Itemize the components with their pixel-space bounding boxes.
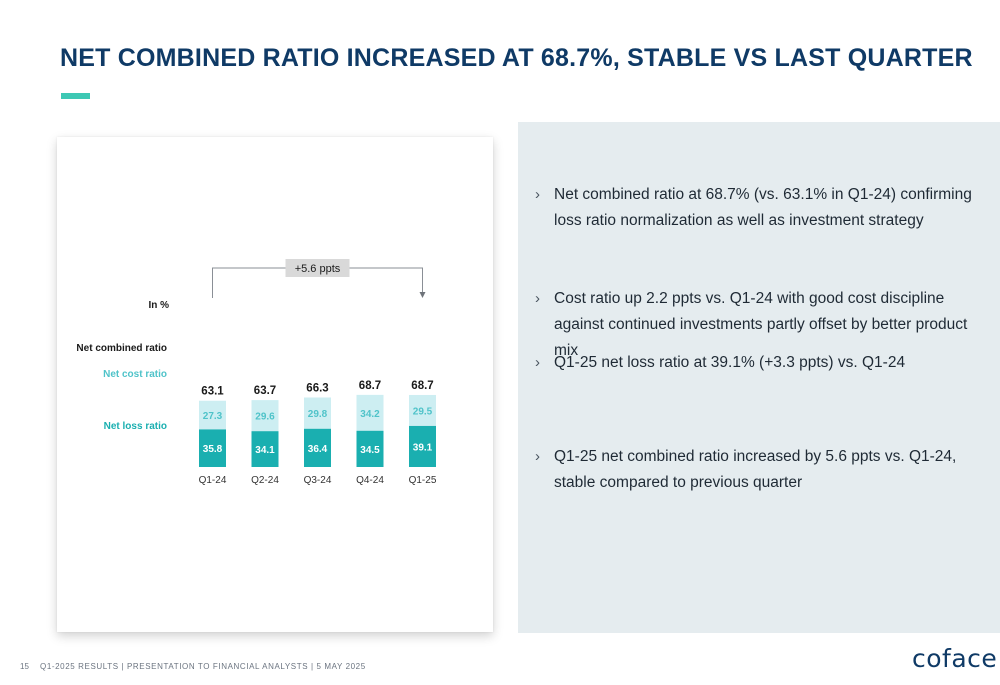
bar-net-loss-ratio	[409, 425, 436, 467]
data-label-loss: 34.5	[360, 445, 380, 456]
x-tick-label: Q3-24	[304, 475, 332, 486]
annotation-arrowhead	[419, 292, 426, 298]
data-label-total: 63.7	[254, 385, 276, 397]
bullet-item: › Cost ratio up 2.2 ppts vs. Q1-24 with …	[535, 286, 984, 364]
bar-net-cost-ratio	[199, 400, 226, 430]
data-label-total: 68.7	[411, 380, 433, 392]
bar-net-cost-ratio	[251, 400, 279, 432]
bullet-text: Net combined ratio at 68.7% (vs. 63.1% i…	[554, 186, 972, 229]
chart-card: 27.3 35.8 63.1 Q1-24 29.6 34.1 63.7 Q2-24 29.8 36…	[57, 137, 493, 632]
bullet-text: Cost ratio up 2.2 ppts vs. Q1-24 with go…	[554, 290, 968, 359]
bar-net-loss-ratio	[251, 431, 279, 467]
footer-text: Q1-2025 RESULTS | PRESENTATION TO FINANC…	[40, 662, 366, 671]
bullet-text: Q1-25 net loss ratio at 39.1% (+3.3 ppts…	[554, 354, 906, 371]
chevron-right-icon: ›	[535, 186, 540, 203]
data-label-cost: 34.2	[360, 409, 380, 420]
data-label-cost: 27.3	[203, 411, 223, 422]
data-label-cost: 29.6	[255, 412, 275, 423]
data-label-loss: 36.4	[308, 444, 328, 455]
data-label-total: 68.7	[359, 380, 381, 392]
chevron-right-icon: ›	[535, 354, 540, 371]
bar-net-loss-ratio	[199, 429, 226, 467]
bullet-item: › Q1-25 net combined ratio increased by …	[535, 444, 984, 496]
data-label-total: 63.1	[201, 386, 224, 398]
unit-label: In %	[148, 300, 169, 311]
bar-net-loss-ratio	[304, 428, 331, 467]
x-tick-label: Q4-24	[356, 475, 384, 486]
title-accent-bar	[61, 93, 90, 99]
bar-net-cost-ratio	[409, 394, 436, 426]
bullet-item: › Net combined ratio at 68.7% (vs. 63.1%…	[535, 182, 984, 234]
chevron-right-icon: ›	[535, 290, 540, 307]
legend-net-cost-ratio: Net cost ratio	[103, 369, 167, 380]
bar-net-cost-ratio	[356, 394, 384, 431]
legend-net-loss-ratio: Net loss ratio	[104, 421, 167, 432]
row-label-net-combined-ratio: Net combined ratio	[76, 343, 167, 354]
data-label-loss: 34.1	[255, 445, 275, 456]
x-tick-label: Q1-25	[409, 475, 437, 486]
chevron-right-icon: ›	[535, 448, 540, 465]
x-tick-label: Q1-24	[199, 475, 227, 486]
commentary-panel: › Net combined ratio at 68.7% (vs. 63.1%…	[518, 122, 1000, 633]
bullet-item: › Q1-25 net loss ratio at 39.1% (+3.3 pp…	[535, 350, 984, 376]
x-tick-label: Q2-24	[251, 475, 279, 486]
data-label-total: 66.3	[306, 382, 328, 394]
bar-net-cost-ratio	[304, 397, 331, 429]
coface-logo: coface	[912, 644, 998, 673]
annotation-label: +5.6 ppts	[295, 263, 341, 275]
data-label-loss: 39.1	[413, 442, 433, 453]
bar-net-loss-ratio	[356, 430, 384, 467]
page-title: NET COMBINED RATIO INCREASED AT 68.7%, S…	[60, 44, 973, 72]
annotation-box	[285, 259, 350, 277]
bullet-text: Q1-25 net combined ratio increased by 5.…	[554, 448, 957, 491]
data-label-loss: 35.8	[203, 444, 223, 455]
data-label-cost: 29.5	[413, 406, 433, 417]
stacked-bar-chart: 27.3 35.8 63.1 Q1-24 29.6 34.1 63.7 Q2-24 29.8 36…	[76, 259, 437, 486]
data-label-cost: 29.8	[308, 409, 328, 420]
page-number: 15	[20, 662, 29, 671]
